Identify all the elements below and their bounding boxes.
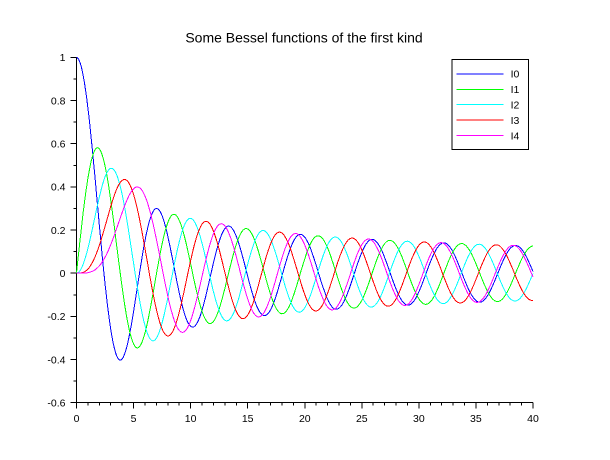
svg-text:0.6: 0.6	[51, 139, 66, 151]
svg-text:Some Bessel functions of the f: Some Bessel functions of the first kind	[185, 30, 422, 46]
svg-text:10: 10	[185, 413, 197, 425]
svg-text:I2: I2	[511, 100, 520, 112]
svg-text:15: 15	[242, 413, 254, 425]
svg-text:I3: I3	[511, 115, 520, 127]
svg-text:I1: I1	[511, 84, 520, 96]
svg-text:35: 35	[470, 413, 482, 425]
svg-text:0.2: 0.2	[51, 225, 66, 237]
svg-text:0: 0	[74, 413, 80, 425]
svg-text:0.4: 0.4	[51, 182, 66, 194]
svg-text:30: 30	[413, 413, 425, 425]
svg-text:1: 1	[60, 52, 66, 64]
svg-text:-0.6: -0.6	[47, 398, 65, 410]
svg-text:40: 40	[527, 413, 539, 425]
svg-text:20: 20	[299, 413, 311, 425]
svg-text:-0.4: -0.4	[47, 354, 65, 366]
svg-text:0.8: 0.8	[51, 95, 66, 107]
svg-text:5: 5	[131, 413, 137, 425]
svg-text:-0.2: -0.2	[47, 311, 65, 323]
svg-text:I0: I0	[511, 69, 520, 81]
svg-text:25: 25	[356, 413, 368, 425]
svg-text:I4: I4	[511, 130, 520, 142]
svg-text:0: 0	[60, 268, 66, 280]
